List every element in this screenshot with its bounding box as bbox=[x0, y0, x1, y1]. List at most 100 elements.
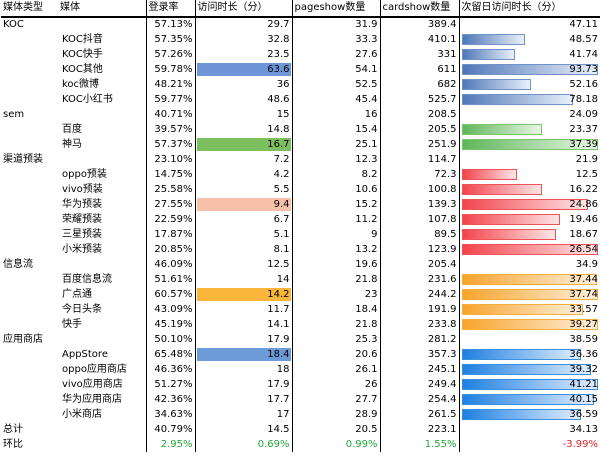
retention-cell: 24.09 bbox=[458, 107, 600, 122]
login-rate-cell-value: 23.10% bbox=[154, 153, 193, 165]
header-row: 媒体类型 媒体 登录率 访问时长（分） pageshow数量 cardshow数… bbox=[1, 0, 600, 18]
retention-cell: 19.46 bbox=[458, 212, 600, 227]
retention-data-bar bbox=[461, 64, 598, 75]
group-summary-row: 应用商店 50.10% 17.9 25.3 281.2 38.59 bbox=[1, 332, 600, 347]
login-rate-cell: 40.71% bbox=[145, 107, 195, 122]
total-cardshow: 223.1 bbox=[379, 422, 459, 437]
media-type-label: KOC bbox=[3, 19, 24, 30]
cardshow-cell: 249.4 bbox=[379, 377, 459, 392]
media-type-cell-empty bbox=[1, 32, 58, 47]
login-rate-cell: 48.21% bbox=[145, 77, 195, 92]
login-rate-cell: 14.75% bbox=[145, 167, 195, 182]
login-rate-cell: 57.13% bbox=[145, 17, 195, 32]
login-rate-cell-value: 60.57% bbox=[154, 288, 193, 300]
pageshow-cell: 27.6 bbox=[291, 47, 380, 62]
pageshow-cell-value: 21.8 bbox=[355, 273, 378, 285]
cardshow-cell: 139.3 bbox=[379, 197, 459, 212]
cardshow-cell: 100.8 bbox=[379, 182, 459, 197]
media-type-label: sem bbox=[3, 108, 25, 120]
retention-cell: 93.73 bbox=[458, 62, 600, 77]
retention-cell: 37.74 bbox=[458, 287, 600, 302]
pageshow-cell-value: 33.3 bbox=[355, 33, 378, 45]
visit-duration-cell-value: 14.1 bbox=[267, 318, 290, 330]
visit-duration-cell-value: 17.9 bbox=[267, 378, 290, 390]
login-rate-cell: 17.87% bbox=[145, 227, 195, 242]
pageshow-cell: 8.2 bbox=[291, 167, 380, 182]
total-pageshow-value: 20.5 bbox=[355, 423, 378, 435]
cardshow-cell-value: 205.5 bbox=[427, 123, 457, 135]
retention-data-bar bbox=[461, 319, 598, 330]
retention-cell-value: 23.37 bbox=[569, 123, 598, 135]
cardshow-cell: 611 bbox=[379, 62, 459, 77]
cardshow-cell: 251.9 bbox=[379, 137, 459, 152]
header-cardshow: cardshow数量 bbox=[379, 0, 459, 18]
media-type-cell-empty bbox=[1, 92, 58, 107]
table-row: 快手 45.19% 14.1 21.8 233.8 39.27 bbox=[1, 317, 600, 332]
media-type-cell-empty bbox=[1, 137, 58, 152]
visit-duration-cell-value: 14 bbox=[276, 273, 290, 285]
retention-cell-value: 21.9 bbox=[575, 153, 598, 165]
pageshow-cell-value: 23 bbox=[364, 288, 378, 300]
retention-cell: 36.36 bbox=[458, 347, 600, 362]
cardshow-cell-value: 107.8 bbox=[427, 213, 457, 225]
login-rate-cell-value: 34.63% bbox=[154, 408, 193, 420]
login-rate-cell: 39.57% bbox=[145, 122, 195, 137]
total-login-rate-value: 40.79% bbox=[154, 423, 193, 435]
media-name: 今日头条 bbox=[62, 303, 102, 315]
ratio-retention: -3.99% bbox=[458, 437, 600, 452]
pageshow-cell: 19.6 bbox=[291, 257, 380, 272]
login-rate-cell: 65.48% bbox=[145, 347, 195, 362]
ratio-row: 环比 2.95% 0.69% 0.99% 1.55% -3.99% bbox=[1, 437, 600, 452]
media-cell-empty bbox=[58, 257, 146, 272]
visit-duration-cell: 5.1 bbox=[194, 227, 292, 242]
pageshow-cell-value: 28.9 bbox=[355, 408, 378, 420]
retention-data-bar bbox=[461, 214, 561, 225]
retention-data-bar bbox=[461, 139, 598, 150]
ratio-login-rate-value: 2.95% bbox=[160, 438, 193, 450]
total-pageshow: 20.5 bbox=[291, 422, 380, 437]
cardshow-cell-value: 191.9 bbox=[427, 303, 457, 315]
login-rate-cell: 25.58% bbox=[145, 182, 195, 197]
login-rate-cell: 20.85% bbox=[145, 242, 195, 257]
visit-duration-cell-value: 11.7 bbox=[267, 303, 290, 315]
retention-cell: 38.59 bbox=[458, 332, 600, 347]
retention-cell: 78.18 bbox=[458, 92, 600, 107]
cardshow-cell: 208.5 bbox=[379, 107, 459, 122]
retention-cell: 40.15 bbox=[458, 392, 600, 407]
media-name: koc微博 bbox=[62, 78, 100, 90]
cardshow-cell-value: 89.5 bbox=[434, 228, 457, 240]
visit-duration-cell-value: 6.7 bbox=[273, 213, 290, 225]
cardshow-cell-value: 208.5 bbox=[427, 108, 457, 120]
visit-duration-cell: 14.8 bbox=[194, 122, 292, 137]
media-type-cell-empty bbox=[1, 182, 58, 197]
retention-data-bar bbox=[461, 229, 556, 240]
cardshow-cell: 233.8 bbox=[379, 317, 459, 332]
duration-highlight bbox=[196, 138, 291, 151]
pageshow-cell-value: 9 bbox=[371, 228, 378, 240]
visit-duration-cell: 63.6 bbox=[194, 62, 292, 77]
retention-cell-value: 39.32 bbox=[569, 363, 598, 375]
visit-duration-cell-value: 7.2 bbox=[273, 153, 290, 165]
media-name: vivo应用商店 bbox=[62, 378, 123, 390]
cardshow-cell: 205.4 bbox=[379, 257, 459, 272]
visit-duration-cell: 11.7 bbox=[194, 302, 292, 317]
retention-data-bar bbox=[461, 394, 594, 405]
cardshow-cell: 261.5 bbox=[379, 407, 459, 422]
login-rate-cell-value: 17.87% bbox=[154, 228, 193, 240]
table-row: oppo预装 14.75% 4.2 8.2 72.3 12.5 bbox=[1, 167, 600, 182]
pageshow-cell: 25.1 bbox=[291, 137, 380, 152]
visit-duration-cell-value: 8.1 bbox=[273, 243, 290, 255]
login-rate-cell: 51.61% bbox=[145, 272, 195, 287]
media-type-label: 应用商店 bbox=[3, 333, 43, 345]
media-cell-empty bbox=[58, 17, 146, 32]
cardshow-cell: 72.3 bbox=[379, 167, 459, 182]
table-row: 华为应用商店 42.36% 17.7 27.7 254.4 40.15 bbox=[1, 392, 600, 407]
pageshow-cell: 15.4 bbox=[291, 122, 380, 137]
cardshow-cell-value: 139.3 bbox=[427, 198, 457, 210]
table-row: 华为预装 27.55% 9.4 15.2 139.3 24.86 bbox=[1, 197, 600, 212]
media-name: oppo应用商店 bbox=[62, 363, 127, 375]
cardshow-cell: 254.4 bbox=[379, 392, 459, 407]
header-visit-duration: 访问时长（分） bbox=[194, 0, 292, 18]
login-rate-cell-value: 25.58% bbox=[154, 183, 193, 195]
retention-cell: 12.5 bbox=[458, 167, 600, 182]
